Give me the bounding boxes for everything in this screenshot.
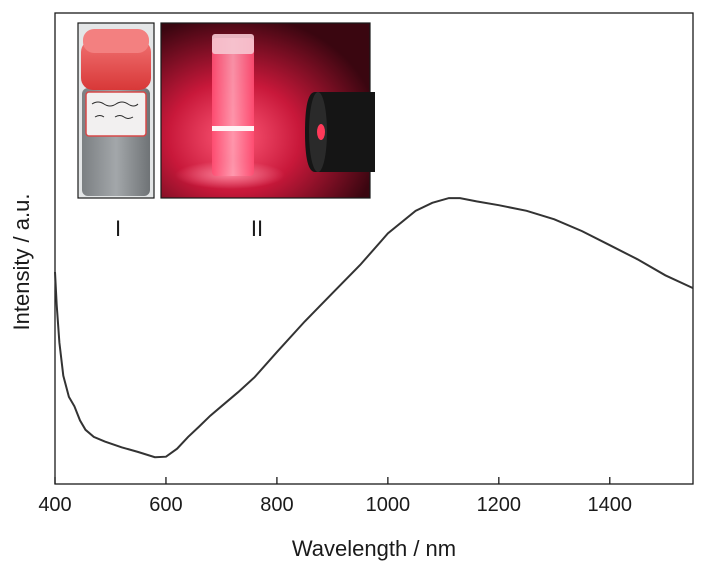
x-tick-label-1000: 1000 <box>366 494 411 516</box>
x-tick-label-600: 600 <box>149 494 182 516</box>
plot-frame <box>54 12 694 485</box>
x-tick-label-800: 800 <box>260 494 293 516</box>
x-tick-label-400: 400 <box>38 494 71 516</box>
x-tick-label-1200: 1200 <box>477 494 522 516</box>
x-axis: 400 600 800 1000 1200 1400 <box>38 477 632 516</box>
x-axis-title: Wavelength / nm <box>292 536 456 561</box>
y-axis-title: Intensity / a.u. <box>9 194 34 331</box>
inset-photo-powder-vial <box>77 22 155 199</box>
inset-label-1: I <box>115 216 121 241</box>
x-tick-label-1400: 1400 <box>588 494 633 516</box>
inset-photo-glowing-vial <box>160 22 375 199</box>
spectrum-line <box>54 197 694 459</box>
inset-label-2: II <box>251 216 263 241</box>
